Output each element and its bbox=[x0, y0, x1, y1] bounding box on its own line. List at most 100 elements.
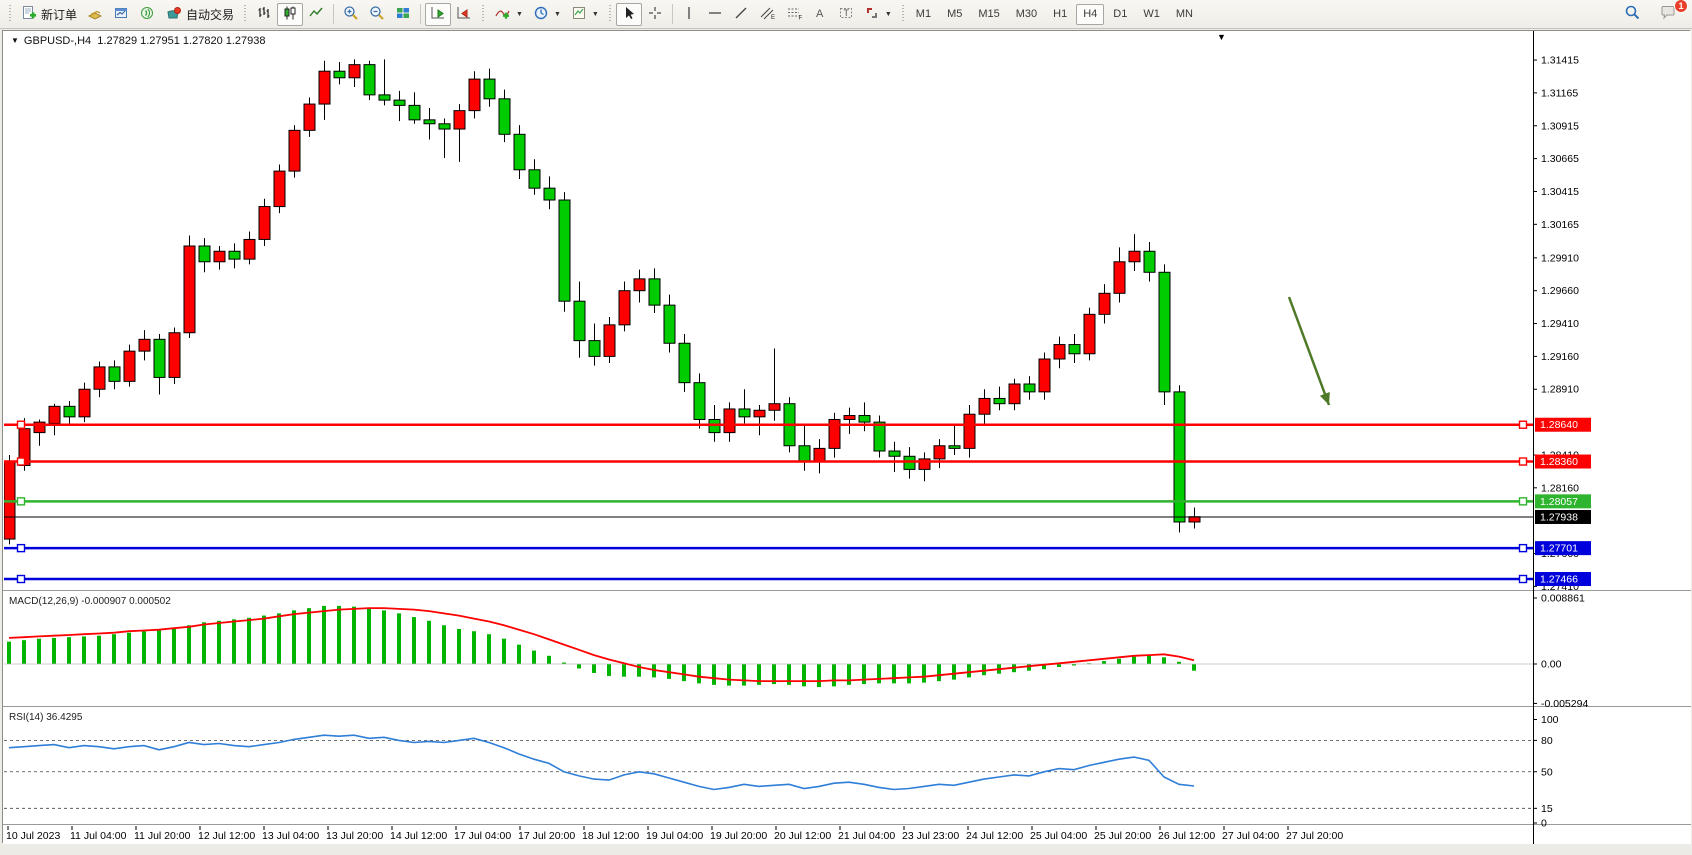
search-button[interactable] bbox=[1619, 3, 1646, 26]
templates-button[interactable]: ▼ bbox=[566, 3, 604, 26]
notification-badge: 1 bbox=[1674, 0, 1688, 13]
indicators-dropdown-arrow[interactable]: ▼ bbox=[516, 10, 523, 18]
candle-body bbox=[408, 104, 421, 121]
macd-bar bbox=[502, 638, 506, 664]
fibonacci-icon: F bbox=[786, 5, 803, 24]
macd-bar bbox=[907, 664, 911, 684]
candle-body bbox=[108, 366, 121, 382]
macd-bar bbox=[22, 640, 26, 664]
time-tick-label: 24 Jul 12:00 bbox=[966, 830, 1023, 842]
chart-quick-menu-arrow[interactable]: ▼ bbox=[1217, 32, 1226, 42]
line-handle[interactable] bbox=[1518, 457, 1528, 466]
price-line-label: 1.28640 bbox=[1540, 419, 1578, 431]
text-label-tool-button[interactable]: T bbox=[833, 3, 859, 26]
autotrading-button[interactable]: 自动交易 bbox=[160, 3, 239, 26]
toolbar-grip[interactable] bbox=[480, 5, 487, 23]
macd-bar bbox=[847, 664, 851, 685]
periods-dropdown-arrow[interactable]: ▼ bbox=[553, 10, 561, 18]
periods-button[interactable]: ▼ bbox=[528, 3, 566, 26]
timeframe-button-m5[interactable]: M5 bbox=[947, 8, 963, 20]
timeframe-button-mn[interactable]: MN bbox=[1175, 8, 1193, 20]
timeframe-button-w1[interactable]: W1 bbox=[1143, 8, 1160, 20]
market-watch-button[interactable] bbox=[82, 3, 108, 26]
line-chart-mode-button[interactable] bbox=[303, 3, 329, 26]
cursor-tool-button[interactable] bbox=[615, 2, 642, 26]
arrows-dropdown-arrow[interactable]: ▼ bbox=[884, 10, 892, 18]
chart-dropdown-arrow[interactable]: ▼ bbox=[11, 36, 19, 45]
candle-body bbox=[483, 78, 496, 100]
arrow-shaft[interactable] bbox=[1287, 296, 1331, 406]
new-order-button[interactable]: 新订单 bbox=[16, 3, 82, 26]
tile-windows-button[interactable] bbox=[390, 3, 416, 26]
crosshair-tool-button[interactable] bbox=[642, 3, 668, 26]
price-axis[interactable]: 1.31415 1.31165 1.30915 1.30665 1.30415 1.301… bbox=[1533, 31, 1591, 844]
candle-body bbox=[63, 405, 76, 418]
line-handle[interactable] bbox=[16, 574, 26, 584]
templates-icon bbox=[571, 5, 587, 24]
timeframe-button-m30[interactable]: M30 bbox=[1015, 8, 1038, 20]
auto-scroll-button[interactable] bbox=[425, 2, 452, 26]
line-handle[interactable] bbox=[1518, 420, 1528, 429]
toolbar-grip[interactable] bbox=[242, 5, 249, 23]
horizontal-price-lines[interactable] bbox=[4, 420, 1533, 584]
candle-body bbox=[693, 382, 706, 420]
autotrading-icon bbox=[165, 5, 182, 24]
candlestick-mode-button[interactable] bbox=[277, 2, 304, 26]
time-tick-label: 13 Jul 04:00 bbox=[262, 830, 319, 842]
price-tick-label: 1.30415 bbox=[1541, 186, 1579, 198]
line-handle[interactable] bbox=[16, 497, 26, 506]
navigator-button[interactable] bbox=[134, 3, 160, 26]
new-order-icon bbox=[21, 5, 37, 24]
vertical-line-tool-button[interactable] bbox=[677, 3, 702, 26]
trendline-tool-button[interactable] bbox=[728, 3, 754, 26]
chart-canvas[interactable]: 1.31415 1.31165 1.30915 1.30665 1.30415 1.301… bbox=[3, 31, 1691, 844]
time-axis[interactable]: 10 Jul 2023 11 Jul 04:00 11 Jul 20:00 12 Ju… bbox=[6, 826, 1343, 842]
zoom-out-button[interactable] bbox=[364, 3, 390, 26]
candle-body bbox=[873, 421, 886, 452]
macd-bar bbox=[1147, 655, 1151, 664]
timeframe-button-d1[interactable]: D1 bbox=[1113, 8, 1128, 20]
toolbar-grip[interactable] bbox=[606, 5, 613, 23]
line-handle[interactable] bbox=[16, 543, 26, 553]
candle-body bbox=[453, 110, 466, 130]
equidistant-channel-icon: E bbox=[759, 5, 776, 24]
candle-body bbox=[1038, 358, 1051, 393]
line-handle[interactable] bbox=[16, 420, 26, 429]
indicators-button[interactable]: ▼ bbox=[489, 3, 528, 26]
chart-shift-button[interactable] bbox=[451, 3, 477, 26]
candle-body bbox=[1098, 292, 1111, 315]
line-chart-icon bbox=[308, 5, 324, 24]
data-window-button[interactable] bbox=[108, 3, 134, 26]
rsi-axis-label: 15 bbox=[1541, 803, 1553, 815]
line-handle[interactable] bbox=[1518, 543, 1528, 553]
line-handle[interactable] bbox=[16, 457, 26, 466]
timeframe-button-m15[interactable]: M15 bbox=[978, 8, 1000, 20]
zoom-in-icon bbox=[343, 5, 359, 24]
macd-bar bbox=[1132, 656, 1136, 664]
line-handle[interactable] bbox=[1518, 497, 1528, 506]
arrows-tool-button[interactable]: ▼ bbox=[859, 3, 897, 26]
macd-bar bbox=[832, 664, 836, 687]
line-handle[interactable] bbox=[1518, 574, 1528, 584]
price-line-label-box bbox=[1535, 509, 1591, 524]
zoom-in-button[interactable] bbox=[338, 3, 364, 26]
toolbar-grip[interactable] bbox=[7, 5, 13, 23]
timeframe-button-m1[interactable]: M1 bbox=[915, 8, 932, 20]
price-tick-label: 1.29160 bbox=[1541, 351, 1579, 363]
candle-body bbox=[918, 458, 931, 470]
channel-tool-button[interactable]: E bbox=[754, 3, 781, 26]
chart-title[interactable]: ▼ GBPUSD-,H4 1.27829 1.27951 1.27820 1.27… bbox=[11, 35, 266, 47]
text-tool-button[interactable]: A bbox=[808, 3, 833, 26]
timeframe-button-h4[interactable]: H4 bbox=[1076, 3, 1105, 25]
notifications-button[interactable]: 1 bbox=[1654, 0, 1688, 26]
horizontal-line-tool-button[interactable] bbox=[702, 3, 728, 26]
time-tick-label: 23 Jul 23:00 bbox=[902, 830, 959, 842]
templates-dropdown-arrow[interactable]: ▼ bbox=[591, 10, 599, 18]
toolbar-grip[interactable] bbox=[899, 5, 906, 23]
fibonacci-tool-button[interactable]: F bbox=[781, 3, 808, 26]
candle-body bbox=[1128, 250, 1141, 263]
bar-chart-mode-button[interactable] bbox=[251, 3, 277, 26]
trend-arrow-annotation[interactable] bbox=[1287, 296, 1331, 406]
timeframe-button-h1[interactable]: H1 bbox=[1053, 8, 1068, 20]
candle-body bbox=[663, 304, 676, 344]
